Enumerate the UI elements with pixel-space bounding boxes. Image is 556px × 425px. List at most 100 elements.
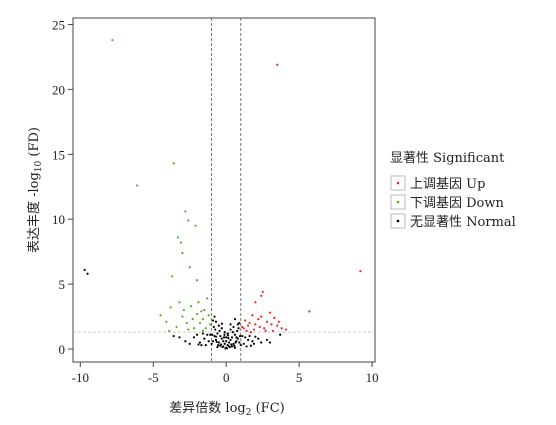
point-normal-41 [213, 315, 216, 318]
point-down-28 [168, 329, 171, 332]
point-up-25 [241, 325, 244, 329]
point-normal-34 [226, 332, 229, 335]
point-down-13 [169, 306, 172, 309]
point-normal-5 [222, 340, 225, 343]
point-up-18 [271, 329, 274, 332]
y-tick-label-4: 20 [52, 82, 65, 97]
legend-label-up: 上调基因 Up [410, 177, 485, 192]
y-tick-label-2: 10 [52, 212, 65, 227]
point-normal-9 [219, 334, 222, 338]
point-up-11 [270, 323, 273, 326]
point-normal-51 [218, 329, 221, 332]
point-up-26 [260, 315, 263, 318]
point-normal-35 [220, 327, 223, 330]
x-tick-label-0: -10 [72, 370, 89, 385]
point-up-29 [284, 328, 288, 331]
point-normal-27 [198, 341, 202, 344]
point-normal-28 [251, 340, 254, 343]
point-normal-62 [238, 334, 242, 338]
point-up-21 [246, 324, 250, 327]
point-normal-94 [220, 322, 223, 325]
point-normal-93 [229, 323, 232, 326]
point-up-20 [242, 327, 245, 330]
y-axis-title: 表达丰度 -log10 (FD) [26, 127, 44, 253]
point-normal-33 [223, 331, 226, 334]
x-axis-title-subscript: 2 [246, 408, 252, 418]
point-normal-57 [214, 328, 217, 331]
point-down-1 [172, 162, 175, 165]
point-normal-7 [220, 337, 223, 340]
point-up-19 [251, 314, 254, 317]
point-normal-69 [195, 333, 199, 336]
point-normal-14 [233, 333, 237, 336]
point-normal-8 [229, 338, 232, 342]
point-normal-40 [233, 318, 237, 321]
point-up-5 [308, 310, 311, 313]
point-normal-63 [209, 333, 212, 336]
point-down-7 [176, 236, 180, 239]
point-normal-89 [225, 340, 228, 343]
point-up-9 [257, 318, 260, 321]
point-normal-39 [214, 320, 218, 323]
point-down-0 [111, 38, 114, 42]
point-normal-81 [221, 345, 224, 349]
point-up-15 [252, 328, 256, 331]
point-down-33 [181, 315, 184, 318]
point-normal-74 [268, 341, 272, 344]
point-normal-0 [83, 268, 86, 271]
legend-entries: 上调基因 Up 下调基因 Down 无显著性 Normal [390, 175, 516, 230]
point-up-3 [260, 294, 263, 297]
point-normal-31 [188, 342, 191, 345]
plot-frame [72, 17, 376, 363]
point-normal-52 [231, 331, 234, 334]
x-axis-title-main: 差异倍数 log [169, 401, 245, 416]
point-down-22 [175, 325, 178, 329]
point-down-23 [185, 321, 188, 325]
data-points [83, 38, 362, 350]
point-down-14 [178, 301, 181, 304]
point-normal-26 [246, 338, 250, 342]
point-down-31 [187, 328, 190, 331]
point-normal-85 [216, 345, 219, 349]
point-normal-86 [233, 346, 237, 349]
point-normal-19 [211, 340, 215, 343]
point-normal-29 [192, 336, 196, 339]
point-normal-24 [242, 342, 245, 345]
point-normal-98 [197, 343, 200, 346]
point-normal-2 [223, 342, 226, 345]
point-down-11 [195, 279, 199, 282]
legend-title: 显著性 Significant [390, 151, 505, 166]
point-normal-11 [217, 341, 220, 344]
point-normal-15 [214, 338, 218, 342]
threshold-lines [73, 18, 375, 362]
y-tick-label-0: 0 [59, 342, 66, 357]
point-down-4 [187, 219, 190, 222]
point-normal-73 [178, 336, 181, 339]
point-normal-68 [248, 334, 251, 338]
y-axis-title-subscript: 10 [34, 160, 44, 172]
legend-label-normal: 无显著性 Normal [410, 215, 516, 230]
point-up-16 [258, 325, 261, 329]
point-normal-20 [238, 341, 241, 344]
point-normal-48 [230, 343, 233, 346]
point-normal-66 [244, 336, 247, 339]
point-normal-42 [236, 323, 239, 326]
point-normal-77 [200, 344, 203, 347]
point-normal-75 [204, 344, 207, 347]
point-down-29 [195, 312, 199, 316]
point-down-30 [201, 329, 204, 332]
x-axis-title: 差异倍数 log2 (FC) [169, 401, 284, 418]
point-normal-53 [217, 344, 220, 347]
point-normal-97 [252, 342, 256, 345]
point-normal-72 [265, 338, 269, 342]
point-down-6 [179, 241, 183, 244]
point-normal-18 [236, 337, 239, 340]
point-normal-91 [223, 333, 226, 336]
point-up-2 [261, 290, 264, 294]
point-normal-44 [238, 321, 241, 325]
point-down-3 [184, 210, 187, 213]
point-normal-83 [219, 344, 222, 347]
point-up-1 [359, 270, 362, 273]
point-normal-21 [210, 342, 213, 345]
